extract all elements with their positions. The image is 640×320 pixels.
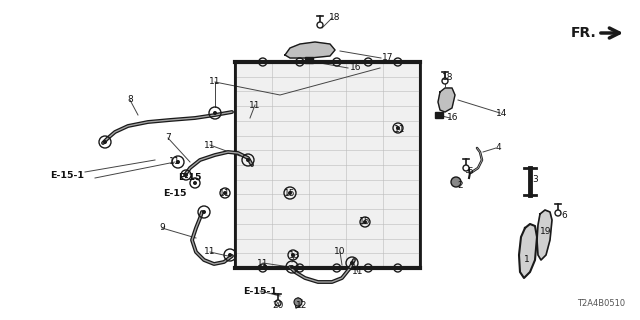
Text: 4: 4 — [495, 143, 501, 153]
Circle shape — [260, 60, 265, 64]
Text: 8: 8 — [127, 95, 133, 105]
Circle shape — [275, 300, 281, 306]
Circle shape — [363, 220, 367, 224]
Circle shape — [246, 158, 250, 162]
Circle shape — [103, 140, 107, 144]
Text: T2A4B0510: T2A4B0510 — [577, 299, 625, 308]
Text: E-15-1: E-15-1 — [243, 286, 277, 295]
Text: E-15: E-15 — [179, 173, 202, 182]
Circle shape — [260, 266, 265, 270]
Circle shape — [294, 298, 302, 306]
Text: 11: 11 — [169, 157, 180, 166]
Text: 17: 17 — [382, 53, 394, 62]
Circle shape — [193, 181, 197, 185]
Circle shape — [366, 266, 370, 270]
Text: 11: 11 — [220, 188, 231, 197]
Text: 15: 15 — [284, 188, 296, 197]
Circle shape — [223, 191, 227, 195]
Polygon shape — [537, 210, 552, 260]
Text: 10: 10 — [334, 247, 346, 257]
Circle shape — [213, 111, 217, 115]
Polygon shape — [519, 224, 537, 278]
Text: 18: 18 — [442, 74, 454, 83]
Bar — [435, 112, 443, 118]
Circle shape — [202, 210, 206, 214]
Text: 11: 11 — [352, 268, 364, 276]
Text: 19: 19 — [540, 228, 552, 236]
Circle shape — [298, 60, 301, 64]
Circle shape — [335, 266, 339, 270]
Circle shape — [288, 191, 292, 195]
Circle shape — [555, 210, 561, 216]
Text: 11: 11 — [257, 259, 269, 268]
Text: 13: 13 — [289, 251, 301, 260]
Polygon shape — [438, 88, 455, 112]
Text: E-15: E-15 — [163, 188, 187, 197]
Circle shape — [366, 60, 370, 64]
Text: 11: 11 — [249, 100, 260, 109]
Text: 11: 11 — [209, 77, 221, 86]
Circle shape — [396, 60, 400, 64]
Text: 15: 15 — [359, 218, 371, 227]
Text: 11: 11 — [204, 140, 216, 149]
Circle shape — [291, 253, 295, 257]
Text: 16: 16 — [350, 63, 362, 73]
Circle shape — [228, 253, 232, 257]
Circle shape — [442, 78, 448, 84]
Text: 11: 11 — [204, 247, 216, 257]
Text: 7: 7 — [165, 133, 171, 142]
Text: FR.: FR. — [570, 26, 596, 40]
Text: 14: 14 — [496, 108, 508, 117]
Text: 1: 1 — [524, 255, 530, 265]
Circle shape — [290, 265, 294, 269]
Text: 6: 6 — [561, 211, 567, 220]
Text: 11: 11 — [394, 125, 406, 134]
Circle shape — [396, 126, 400, 130]
Text: 9: 9 — [159, 223, 165, 233]
Text: 16: 16 — [447, 114, 459, 123]
Circle shape — [335, 60, 339, 64]
Text: 3: 3 — [532, 175, 538, 185]
Circle shape — [350, 261, 354, 265]
Text: 18: 18 — [329, 13, 340, 22]
Circle shape — [317, 22, 323, 28]
Text: 20: 20 — [272, 300, 284, 309]
Polygon shape — [235, 62, 420, 268]
Circle shape — [396, 266, 400, 270]
Text: 5: 5 — [467, 167, 473, 177]
Text: 2: 2 — [457, 180, 463, 189]
Circle shape — [176, 160, 180, 164]
Bar — [305, 57, 313, 63]
Text: 12: 12 — [296, 300, 308, 309]
Circle shape — [184, 173, 188, 177]
Text: E-15-1: E-15-1 — [50, 171, 84, 180]
Circle shape — [451, 177, 461, 187]
Circle shape — [463, 165, 469, 171]
Polygon shape — [285, 42, 335, 58]
Circle shape — [298, 266, 301, 270]
